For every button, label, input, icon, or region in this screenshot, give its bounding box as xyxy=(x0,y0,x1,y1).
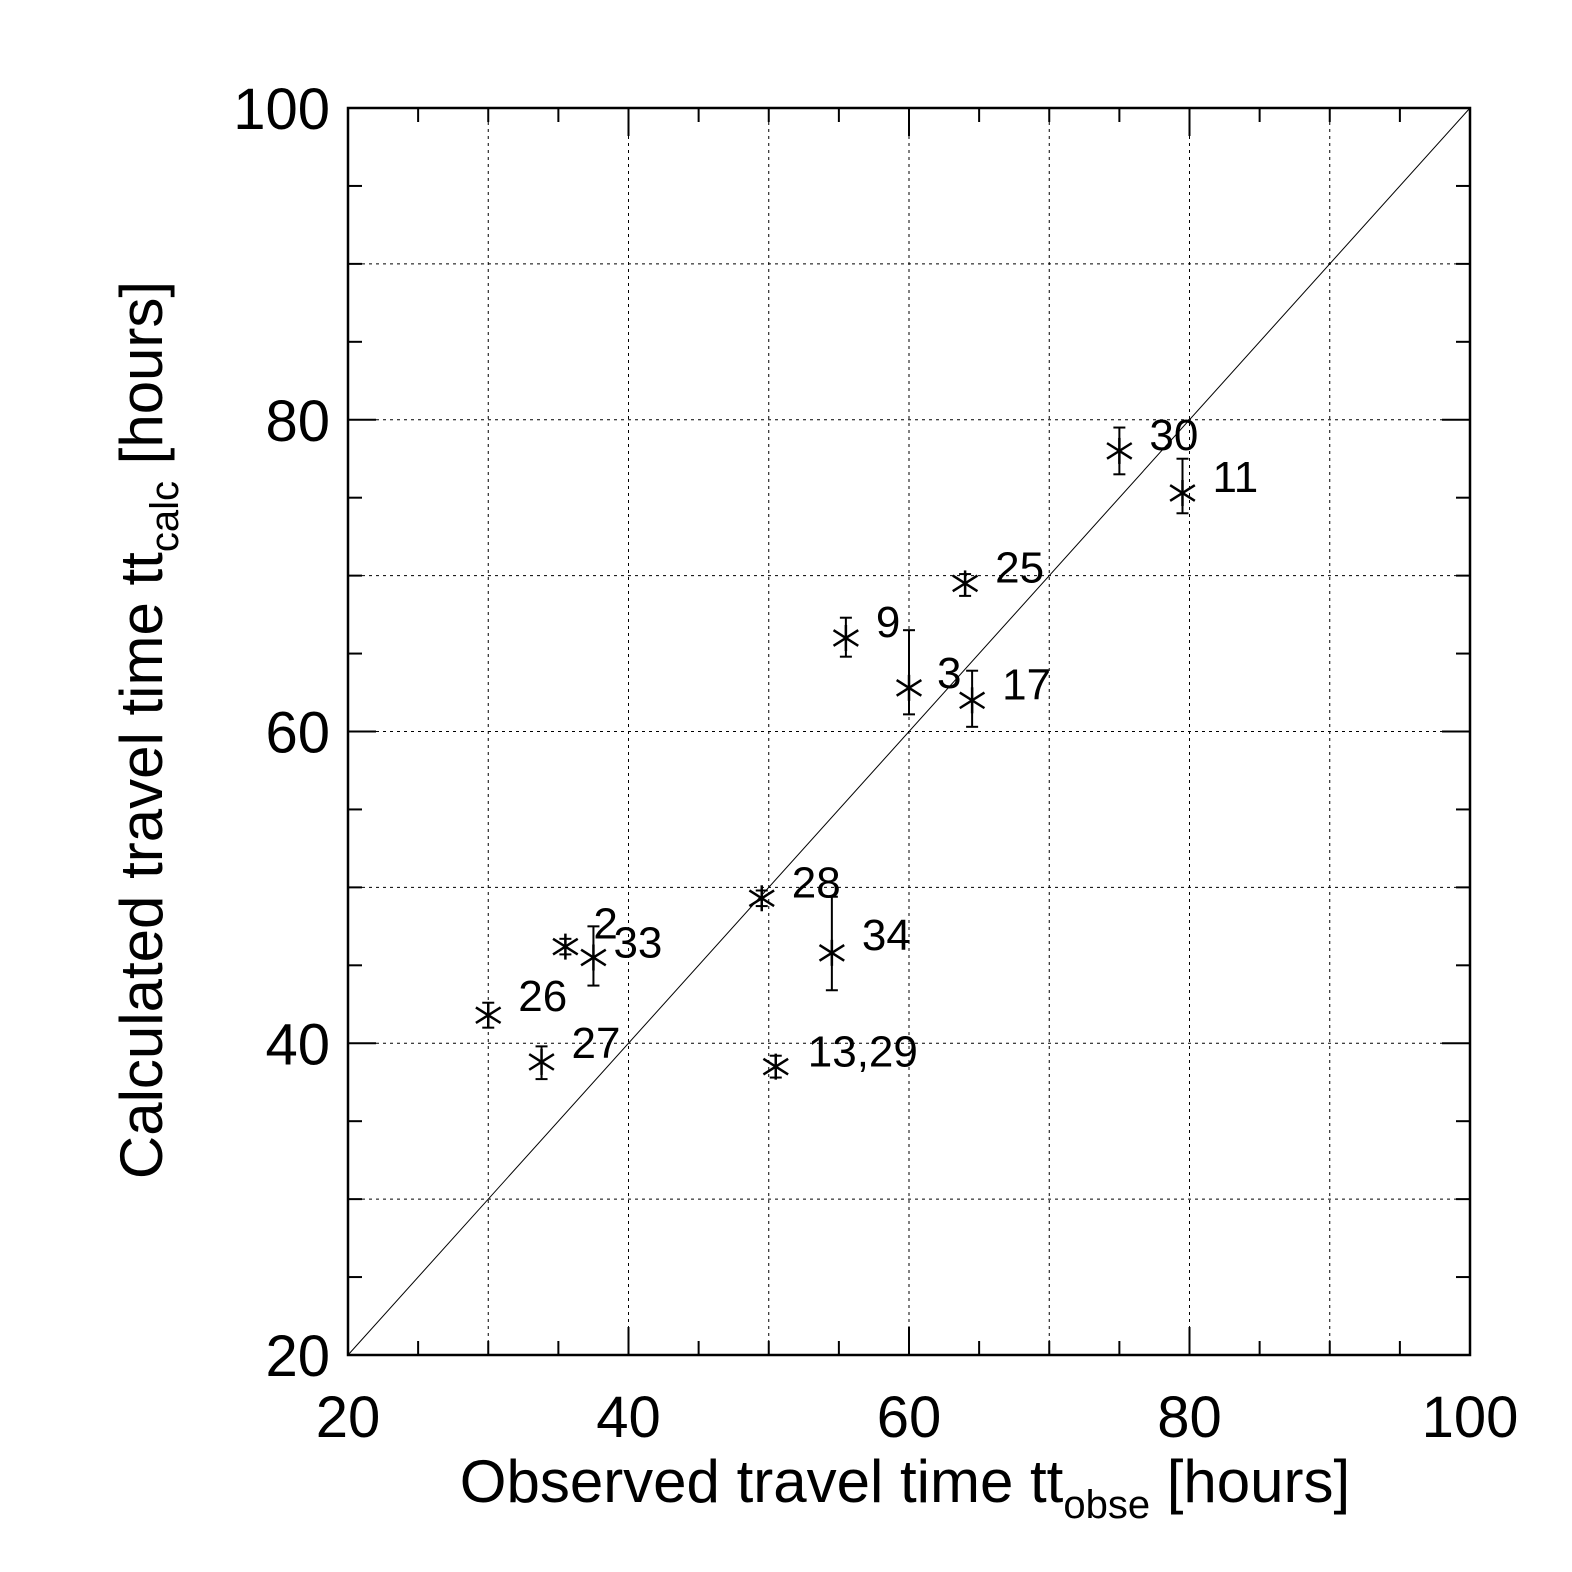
point-label: 13,29 xyxy=(808,1028,918,1077)
reference-line-layer xyxy=(347,107,1471,1356)
asterisk-marker xyxy=(832,624,859,651)
asterisk-marker xyxy=(475,1002,502,1029)
asterisk-marker xyxy=(1169,480,1196,507)
y-tick-label: 100 xyxy=(233,77,330,142)
data-point: 27 xyxy=(528,1019,621,1081)
tick-labels: 20 40 60 80 100 20 40 60 80 100 xyxy=(233,77,1518,1450)
x-axis-label: Observed travel time ttobse [hours] xyxy=(460,1448,1350,1527)
asterisk-marker xyxy=(528,1048,555,1075)
asterisk-marker xyxy=(748,885,775,912)
x-tick-label: 100 xyxy=(1422,1385,1519,1450)
point-label: 34 xyxy=(862,911,911,960)
data-point: 34 xyxy=(818,895,911,992)
point-label: 11 xyxy=(1212,453,1258,502)
point-label: 26 xyxy=(518,972,567,1021)
x-tick-label: 40 xyxy=(596,1385,661,1450)
y-tick-label: 20 xyxy=(265,1324,330,1389)
reference-line-y-equals-x xyxy=(347,107,1471,1356)
asterisk-marker xyxy=(552,933,579,960)
point-label: 30 xyxy=(1149,411,1198,460)
data-point: 28 xyxy=(748,858,841,912)
data-point: 2 xyxy=(552,900,618,960)
data-point: 9 xyxy=(832,598,900,658)
asterisk-marker xyxy=(895,674,923,701)
asterisk-marker xyxy=(818,939,845,966)
point-label: 28 xyxy=(792,858,841,907)
asterisk-marker xyxy=(959,687,986,714)
point-label: 17 xyxy=(1002,660,1051,709)
data-point: 13,29 xyxy=(762,1028,918,1080)
data-point: 3 xyxy=(895,629,961,716)
point-label: 2 xyxy=(593,900,617,949)
point-label: 27 xyxy=(572,1019,621,1068)
data-point: 25 xyxy=(952,543,1044,597)
asterisk-marker xyxy=(952,570,979,597)
x-tick-label: 80 xyxy=(1157,1385,1222,1450)
data-point: 11 xyxy=(1169,453,1258,515)
data-point: 26 xyxy=(475,972,567,1029)
y-tick-label: 60 xyxy=(265,701,330,766)
asterisk-marker xyxy=(762,1053,789,1080)
point-label: 9 xyxy=(876,598,900,647)
y-axis-label: Calculated travel time ttcalc [hours] xyxy=(108,281,187,1179)
asterisk-marker xyxy=(580,944,607,971)
x-tick-label: 60 xyxy=(877,1385,942,1450)
y-tick-label: 40 xyxy=(265,1012,330,1077)
data-point: 30 xyxy=(1106,411,1198,476)
data-point: 33 xyxy=(580,919,662,987)
point-label: 3 xyxy=(937,649,961,698)
plot-frame xyxy=(346,106,1472,1357)
data-point: 17 xyxy=(959,660,1051,728)
x-tick-label: 20 xyxy=(316,1385,381,1450)
point-label: 33 xyxy=(613,919,662,968)
y-tick-label: 80 xyxy=(265,389,330,454)
asterisk-marker xyxy=(1106,437,1133,464)
point-label: 25 xyxy=(995,543,1044,592)
